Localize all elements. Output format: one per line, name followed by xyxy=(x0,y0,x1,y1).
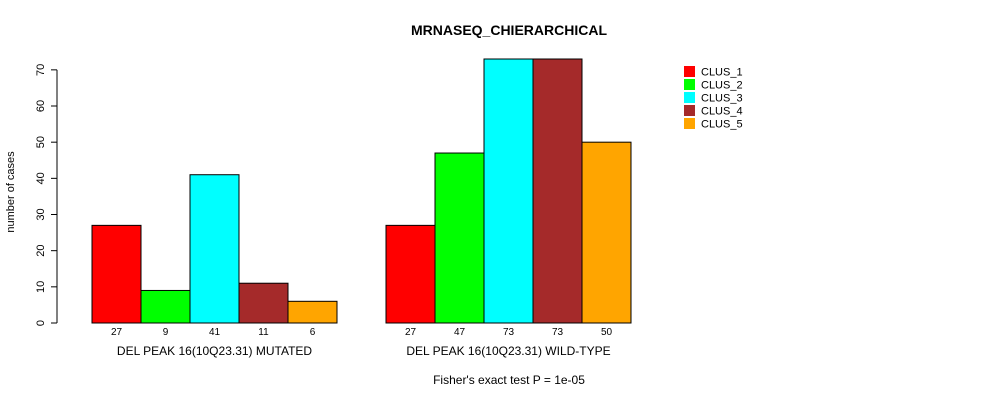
legend-label: CLUS_5 xyxy=(701,119,743,131)
bar-1-clus-2 xyxy=(141,290,190,323)
y-tick-label: 70 xyxy=(35,64,47,76)
y-tick-label: 30 xyxy=(35,208,47,220)
group-label: DEL PEAK 16(10Q23.31) WILD-TYPE xyxy=(406,344,610,358)
y-tick-label: 40 xyxy=(35,172,47,184)
group-labels: DEL PEAK 16(10Q23.31) MUTATED DEL PEAK 16… xyxy=(117,344,611,358)
count-label: 50 xyxy=(601,327,613,338)
count-labels: 27 9 41 11 6 27 47 73 73 50 xyxy=(111,327,613,338)
count-label: 41 xyxy=(209,327,221,338)
count-label: 47 xyxy=(454,327,466,338)
legend-label: CLUS_3 xyxy=(701,93,743,105)
bar-2-clus-5 xyxy=(582,142,631,323)
y-tick-label: 0 xyxy=(35,320,47,326)
count-label: 73 xyxy=(503,327,515,338)
bar-2-clus-3 xyxy=(484,59,533,323)
bars xyxy=(92,59,631,323)
count-label: 27 xyxy=(405,327,417,338)
bar-2-clus-1 xyxy=(386,225,435,323)
y-tick-label: 60 xyxy=(35,100,47,112)
bar-1-clus-1 xyxy=(92,225,141,323)
chart-title: MRNASEQ_CHIERARCHICAL xyxy=(411,22,607,38)
count-label: 27 xyxy=(111,327,123,338)
count-label: 11 xyxy=(258,327,269,338)
bar-1-clus-4 xyxy=(239,283,288,323)
y-tick-label: 10 xyxy=(35,281,47,293)
footnote: Fisher's exact test P = 1e-05 xyxy=(433,373,585,387)
bar-1-clus-3 xyxy=(190,175,239,323)
count-label: 9 xyxy=(163,327,169,338)
bar-2-clus-4 xyxy=(533,59,582,323)
count-label: 73 xyxy=(552,327,564,338)
bar-2-clus-2 xyxy=(435,153,484,323)
bar-1-clus-5 xyxy=(288,301,337,323)
legend-label: CLUS_2 xyxy=(701,80,743,92)
legend-label: CLUS_1 xyxy=(701,67,743,79)
y-tick-label: 20 xyxy=(35,245,47,257)
group-label: DEL PEAK 16(10Q23.31) MUTATED xyxy=(117,344,313,358)
count-label: 6 xyxy=(310,327,316,338)
legend-swatch-clus-5 xyxy=(684,118,695,129)
y-axis-label: number of cases xyxy=(5,151,17,233)
legend-label: CLUS_4 xyxy=(701,106,743,118)
legend-swatch-clus-2 xyxy=(684,79,695,90)
y-axis: 0 10 20 30 40 50 60 70 xyxy=(35,64,57,326)
chart: MRNASEQ_CHIERARCHICAL number of cases 0 1… xyxy=(0,0,990,400)
legend-swatch-clus-1 xyxy=(684,66,695,77)
y-tick-label: 50 xyxy=(35,136,47,148)
legend-swatch-clus-3 xyxy=(684,92,695,103)
legend-swatch-clus-4 xyxy=(684,105,695,116)
